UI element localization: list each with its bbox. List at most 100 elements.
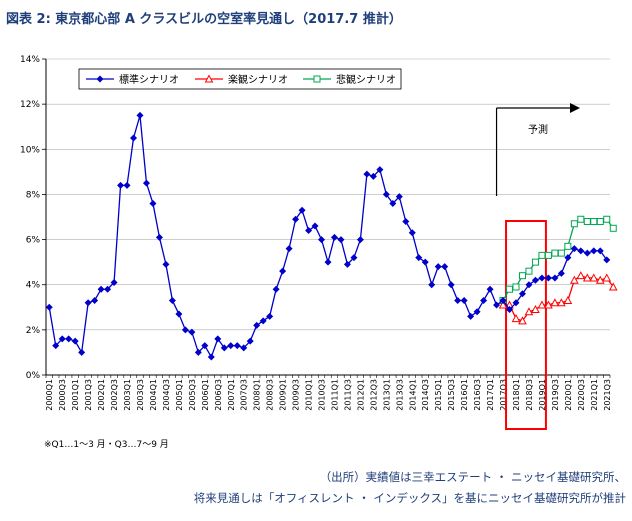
x-tick-label: 2015Q3 bbox=[447, 379, 456, 411]
data-point bbox=[220, 344, 228, 352]
forecast-arrow-head bbox=[570, 103, 580, 113]
data-point bbox=[460, 297, 468, 305]
data-point bbox=[130, 134, 138, 142]
data-point bbox=[563, 295, 573, 305]
quarter-note: ※Q1…1～3 月・Q3…7～9 月 bbox=[44, 440, 169, 450]
data-point bbox=[324, 258, 332, 266]
data-point bbox=[369, 172, 377, 180]
data-point bbox=[240, 344, 248, 352]
x-tick-label: 2008Q1 bbox=[253, 379, 262, 411]
x-tick-label: 2020Q1 bbox=[564, 379, 573, 411]
y-tick-label: 14% bbox=[20, 55, 40, 65]
data-point bbox=[577, 215, 585, 223]
x-tick-label: 2011Q1 bbox=[330, 379, 339, 411]
data-point bbox=[84, 299, 92, 307]
x-tick-label: 2004Q1 bbox=[149, 379, 158, 411]
x-tick-label: 2005Q1 bbox=[175, 379, 184, 411]
x-tick-label: 2009Q3 bbox=[292, 379, 301, 411]
data-point bbox=[272, 285, 280, 293]
data-point bbox=[570, 245, 578, 253]
x-tick-label: 2013Q1 bbox=[382, 379, 391, 411]
data-point bbox=[441, 263, 449, 271]
data-point bbox=[454, 297, 462, 305]
y-axis: 0% 2% 4% 6% 8% 10% 12% 14% bbox=[20, 55, 47, 381]
data-point bbox=[207, 353, 215, 361]
data-point bbox=[389, 199, 397, 207]
x-tick-label: 2016Q3 bbox=[473, 379, 482, 411]
data-point bbox=[52, 342, 60, 350]
data-point bbox=[356, 236, 364, 244]
data-point bbox=[45, 303, 53, 311]
x-tick-label: 2006Q1 bbox=[201, 379, 210, 411]
line-chart: 0%2%4%6%8%10%12%14% 2000Q1 2000Q3 2001Q1 20… bbox=[20, 55, 618, 430]
source-line-1: （出所）実績値は三幸エステート ・ ニッセイ基礎研究所、 bbox=[319, 470, 626, 484]
data-point bbox=[350, 254, 358, 262]
data-point bbox=[285, 245, 293, 253]
legend-label: 楽観シナリオ bbox=[228, 73, 288, 86]
y-tick-label: 2% bbox=[26, 326, 41, 336]
data-point bbox=[408, 229, 416, 237]
data-point bbox=[246, 337, 254, 345]
data-point bbox=[583, 218, 591, 226]
data-point bbox=[518, 272, 526, 280]
data-point bbox=[162, 260, 170, 268]
y-tick-label: 12% bbox=[20, 100, 40, 110]
data-point bbox=[259, 317, 267, 325]
data-point bbox=[104, 285, 112, 293]
forecast-label: 予測 bbox=[528, 123, 548, 136]
data-point bbox=[603, 256, 611, 264]
data-point bbox=[511, 314, 521, 323]
data-point bbox=[447, 281, 455, 289]
legend-label: 悲観シナリオ bbox=[336, 73, 396, 86]
data-point bbox=[253, 321, 261, 329]
data-point bbox=[428, 281, 436, 289]
data-point bbox=[382, 190, 390, 198]
data-point bbox=[602, 273, 612, 282]
data-point bbox=[214, 335, 222, 343]
data-point bbox=[551, 274, 559, 282]
data-point bbox=[590, 247, 598, 255]
data-point bbox=[498, 300, 508, 309]
x-tick-label: 2010Q1 bbox=[305, 379, 314, 411]
data-point bbox=[525, 267, 533, 275]
data-point bbox=[91, 297, 99, 305]
x-tick-label: 2007Q1 bbox=[227, 379, 236, 411]
series-standard bbox=[45, 111, 611, 361]
data-point bbox=[544, 300, 553, 309]
x-tick-label: 2002Q1 bbox=[97, 379, 106, 411]
data-point bbox=[531, 276, 539, 284]
x-tick-label: 2017Q1 bbox=[486, 379, 495, 411]
data-point bbox=[544, 274, 552, 282]
x-tick-label: 2010Q3 bbox=[318, 379, 327, 411]
data-point bbox=[117, 181, 125, 189]
legend-box bbox=[78, 68, 402, 90]
x-tick-label: 2016Q1 bbox=[460, 379, 469, 411]
x-tick-label: 2021Q1 bbox=[590, 379, 599, 411]
data-point bbox=[227, 342, 235, 350]
data-point bbox=[570, 220, 578, 228]
data-point bbox=[233, 342, 241, 350]
data-point bbox=[512, 299, 520, 307]
x-tick-label: 2012Q3 bbox=[369, 379, 378, 411]
data-point bbox=[570, 275, 579, 284]
data-point bbox=[136, 111, 144, 119]
data-point bbox=[493, 301, 501, 309]
data-point bbox=[181, 326, 189, 334]
data-point bbox=[544, 251, 552, 259]
x-tick-label: 2000Q1 bbox=[45, 379, 54, 411]
data-point bbox=[499, 297, 507, 305]
x-axis: 2000Q1 2000Q3 2001Q1 2001Q3 2002Q1 2002Q3 2003… bbox=[45, 374, 612, 411]
data-point bbox=[201, 342, 209, 350]
data-point bbox=[168, 297, 176, 305]
data-point bbox=[266, 312, 274, 320]
x-tick-label: 2000Q3 bbox=[58, 379, 67, 411]
data-point bbox=[557, 269, 565, 277]
legend-label: 標準シナリオ bbox=[119, 73, 179, 86]
y-tick-label: 4% bbox=[26, 281, 41, 291]
data-point bbox=[480, 297, 488, 305]
data-point bbox=[564, 254, 572, 262]
series-line bbox=[502, 218, 614, 301]
x-tick-label: 2007Q3 bbox=[240, 379, 249, 411]
x-tick-label: 2003Q1 bbox=[123, 379, 132, 411]
x-tick-label: 2019Q1 bbox=[538, 379, 547, 411]
